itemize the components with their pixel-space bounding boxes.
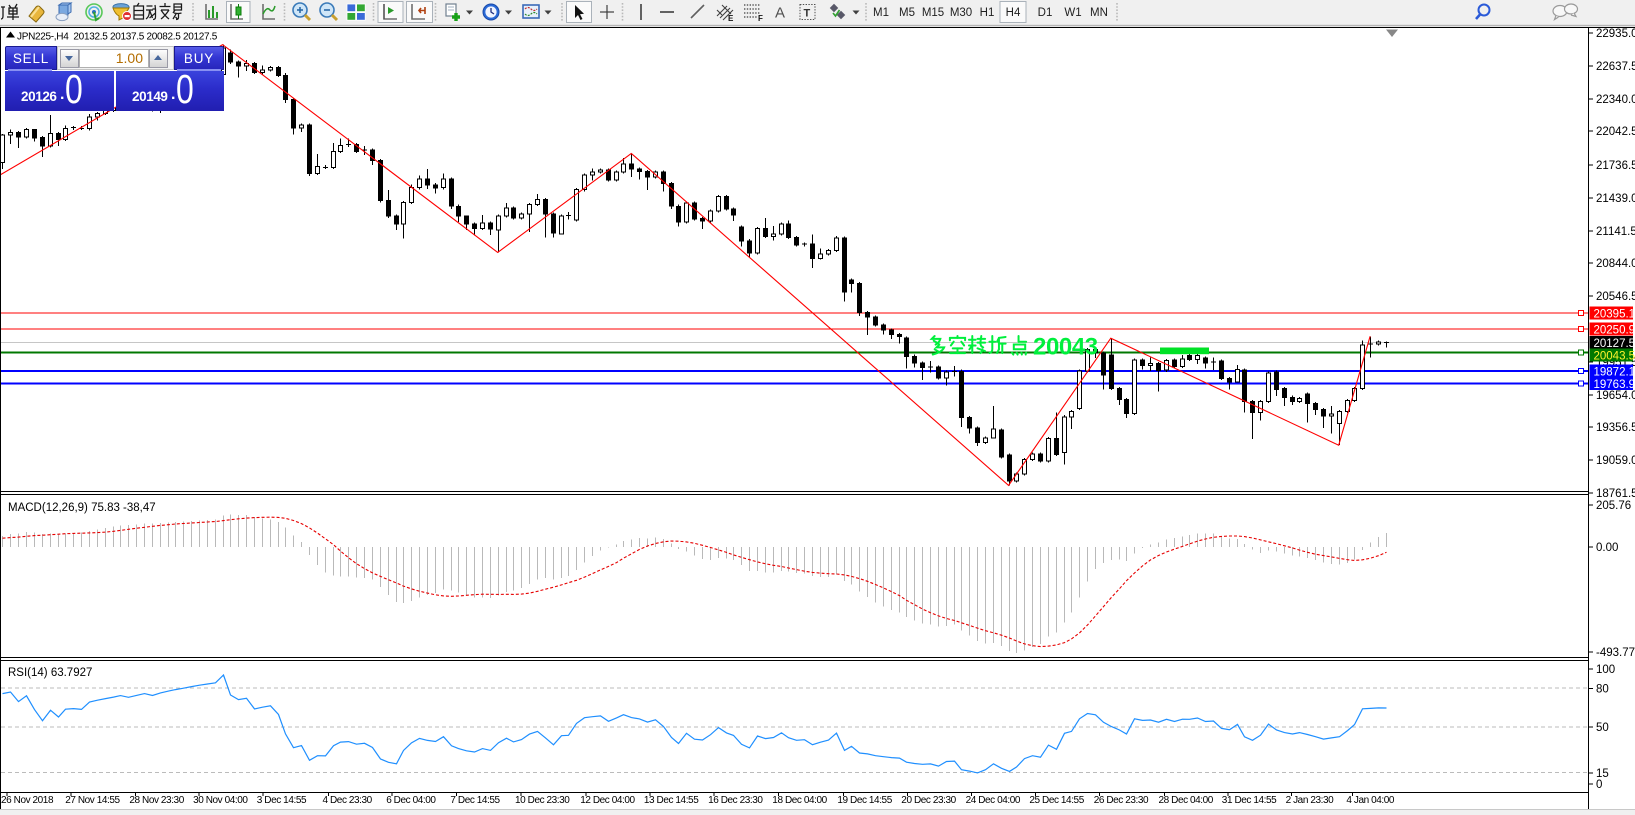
svg-text:28 Nov 23:30: 28 Nov 23:30 <box>129 795 184 806</box>
svg-text:20127.5: 20127.5 <box>1594 338 1635 350</box>
svg-text:80: 80 <box>1596 684 1609 696</box>
svg-text:M1: M1 <box>873 7 889 19</box>
svg-text:21439.0: 21439.0 <box>1596 193 1635 205</box>
svg-text:22637.5: 22637.5 <box>1596 61 1635 73</box>
svg-text:E: E <box>728 14 734 23</box>
svg-text:22042.5: 22042.5 <box>1596 126 1635 138</box>
svg-text:F: F <box>758 14 763 23</box>
svg-text:24 Dec 04:00: 24 Dec 04:00 <box>966 795 1021 806</box>
svg-text:3 Dec 14:55: 3 Dec 14:55 <box>257 795 307 806</box>
svg-text:21736.5: 21736.5 <box>1596 160 1635 172</box>
svg-text:H1: H1 <box>980 7 995 19</box>
svg-text:20250.9: 20250.9 <box>1594 325 1635 337</box>
svg-text:7 Dec 14:55: 7 Dec 14:55 <box>450 795 500 806</box>
svg-text:19 Dec 14:55: 19 Dec 14:55 <box>837 795 892 806</box>
svg-text:19356.5: 19356.5 <box>1596 422 1635 434</box>
svg-text:25 Dec 14:55: 25 Dec 14:55 <box>1029 795 1084 806</box>
svg-text:18761.5: 18761.5 <box>1596 488 1635 500</box>
svg-text:28 Dec 04:00: 28 Dec 04:00 <box>1159 795 1214 806</box>
svg-text:T: T <box>804 8 811 20</box>
svg-text:19059.0: 19059.0 <box>1596 455 1635 467</box>
svg-text:2 Jan 23:30: 2 Jan 23:30 <box>1286 795 1335 806</box>
svg-text:100: 100 <box>1596 664 1615 676</box>
svg-text:21141.5: 21141.5 <box>1596 226 1635 238</box>
svg-text:10 Dec 23:30: 10 Dec 23:30 <box>515 795 570 806</box>
svg-text:W1: W1 <box>1064 7 1081 19</box>
svg-text:M5: M5 <box>899 7 915 19</box>
svg-text:19872.1: 19872.1 <box>1594 367 1635 379</box>
svg-text:MACD(12,26,9) 75.83 -38,47: MACD(12,26,9) 75.83 -38,47 <box>8 502 156 514</box>
svg-text:20844.0: 20844.0 <box>1596 258 1635 270</box>
svg-text:20395.1: 20395.1 <box>1594 309 1635 321</box>
svg-text:M30: M30 <box>950 7 972 19</box>
svg-text:JPN225-,H4 20132.5 20137.5 20: JPN225-,H4 20132.5 20137.5 20082.5 20127… <box>17 32 218 43</box>
svg-text:22935.0: 22935.0 <box>1596 28 1635 40</box>
svg-text:M15: M15 <box>922 7 944 19</box>
svg-text:12 Dec 04:00: 12 Dec 04:00 <box>580 795 635 806</box>
svg-text:13 Dec 14:55: 13 Dec 14:55 <box>644 795 699 806</box>
svg-text:26 Dec 23:30: 26 Dec 23:30 <box>1094 795 1149 806</box>
svg-text:A: A <box>775 5 785 22</box>
svg-text:20043: 20043 <box>1033 334 1098 361</box>
svg-text:-493.77: -493.77 <box>1596 647 1635 659</box>
svg-text:6 Dec 04:00: 6 Dec 04:00 <box>386 795 436 806</box>
svg-text:50: 50 <box>1596 722 1609 734</box>
svg-text:4 Dec 23:30: 4 Dec 23:30 <box>323 795 373 806</box>
svg-text:26 Nov 2018: 26 Nov 2018 <box>1 795 54 806</box>
svg-text:205.76: 205.76 <box>1596 500 1631 512</box>
svg-text:18 Dec 04:00: 18 Dec 04:00 <box>772 795 827 806</box>
svg-text:20043.5: 20043.5 <box>1594 350 1635 362</box>
svg-text:H4: H4 <box>1006 7 1021 19</box>
svg-text:16 Dec 23:30: 16 Dec 23:30 <box>708 795 763 806</box>
svg-text:D1: D1 <box>1038 7 1053 19</box>
svg-text:4 Jan 04:00: 4 Jan 04:00 <box>1346 795 1395 806</box>
svg-text:22340.0: 22340.0 <box>1596 94 1635 106</box>
svg-text:19654.0: 19654.0 <box>1596 390 1635 402</box>
svg-text:RSI(14) 63.7927: RSI(14) 63.7927 <box>8 667 92 679</box>
svg-text:27 Nov 14:55: 27 Nov 14:55 <box>65 795 120 806</box>
svg-text:0: 0 <box>1596 779 1602 791</box>
svg-text:20 Dec 23:30: 20 Dec 23:30 <box>901 795 956 806</box>
svg-text:MN: MN <box>1090 7 1108 19</box>
svg-text:20546.5: 20546.5 <box>1596 291 1635 303</box>
svg-text:0.00: 0.00 <box>1596 542 1618 554</box>
svg-text:19763.9: 19763.9 <box>1594 379 1635 391</box>
svg-text:30 Nov 04:00: 30 Nov 04:00 <box>193 795 248 806</box>
svg-text:15: 15 <box>1596 768 1609 780</box>
svg-text:31 Dec 14:55: 31 Dec 14:55 <box>1222 795 1277 806</box>
